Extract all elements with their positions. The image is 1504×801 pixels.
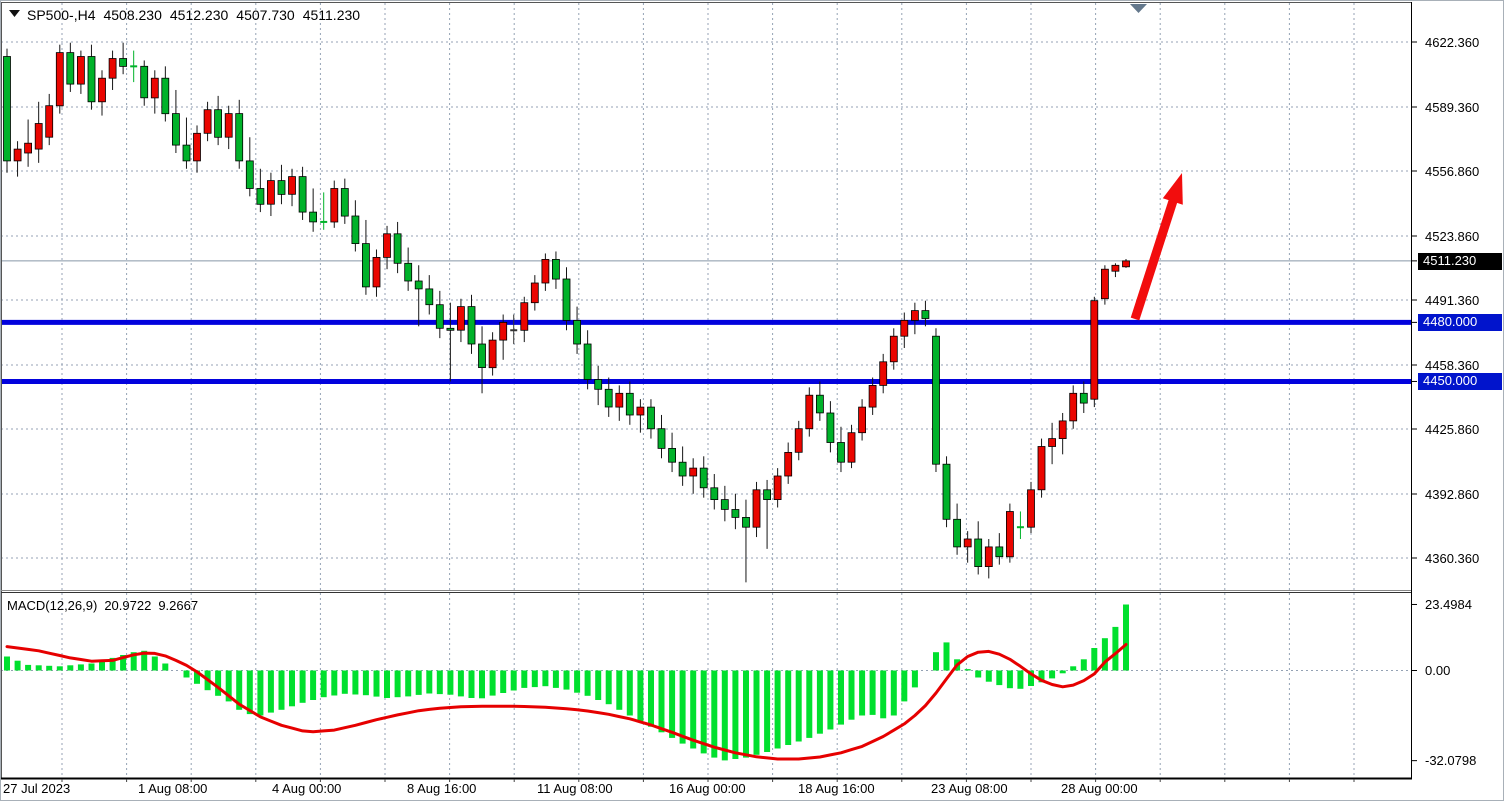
macd-indicator-label: MACD(12,26,9) 20.9722 9.2667 — [7, 598, 205, 613]
candles — [3, 42, 1130, 583]
time-tick: 16 Aug 00:00 — [669, 781, 746, 796]
time-tick: 23 Aug 08:00 — [931, 781, 1008, 796]
macd-tick: 0.00 — [1425, 663, 1451, 678]
scroll-position-marker-icon[interactable] — [1130, 4, 1147, 13]
time-tick: 28 Aug 00:00 — [1061, 781, 1138, 796]
time-tick: 4 Aug 00:00 — [272, 781, 342, 796]
macd-name: MACD(12,26,9) — [7, 598, 98, 613]
macd-signal-line — [5, 643, 1128, 761]
price-tick: 4523.860 — [1425, 229, 1480, 244]
symbol-dropdown-icon — [9, 10, 20, 17]
ohlc-low: 4507.730 — [236, 7, 295, 23]
ohlc-close: 4511.230 — [302, 7, 361, 23]
macd-tick: -32.0798 — [1425, 753, 1477, 768]
macd-tick: 23.4984 — [1425, 597, 1472, 612]
price-chart-pane[interactable] — [1, 1, 1411, 590]
symbol-period-label: SP500-,H4 — [27, 7, 96, 23]
macd-histogram — [4, 604, 1129, 761]
macd-pane[interactable] — [1, 593, 1411, 778]
price-tick: 4491.360 — [1425, 293, 1480, 308]
ohlc-high: 4512.230 — [169, 7, 229, 23]
macd-signal-value: 9.2667 — [158, 598, 199, 613]
resistance-level-label: 4480.000 — [1418, 314, 1502, 331]
price-tick: 4622.360 — [1425, 35, 1480, 50]
time-tick: 8 Aug 16:00 — [407, 781, 477, 796]
support-level-label: 4450.000 — [1418, 373, 1502, 390]
price-tick: 4589.360 — [1425, 100, 1480, 115]
current-price-label: 4511.230 — [1418, 253, 1502, 270]
macd-main-value: 20.9722 — [104, 598, 152, 613]
pane-borders — [1, 2, 1417, 782]
price-tick: 4425.860 — [1425, 422, 1480, 437]
time-tick: 11 Aug 08:00 — [537, 781, 613, 796]
time-tick: 18 Aug 16:00 — [798, 781, 875, 796]
price-tick: 4556.860 — [1425, 164, 1480, 179]
ohlc-open: 4508.230 — [103, 7, 162, 23]
trend-arrow-annotation[interactable] — [1130, 173, 1183, 321]
price-tick: 4458.360 — [1425, 358, 1480, 373]
time-tick: 27 Jul 2023 — [3, 781, 71, 796]
chart-title: SP500-,H4 4508.230 4512.230 4507.730 4511.23… — [27, 7, 368, 23]
time-tick: 1 Aug 08:00 — [138, 781, 208, 796]
price-tick: 4392.860 — [1425, 487, 1480, 502]
price-tick: 4360.360 — [1425, 551, 1480, 566]
